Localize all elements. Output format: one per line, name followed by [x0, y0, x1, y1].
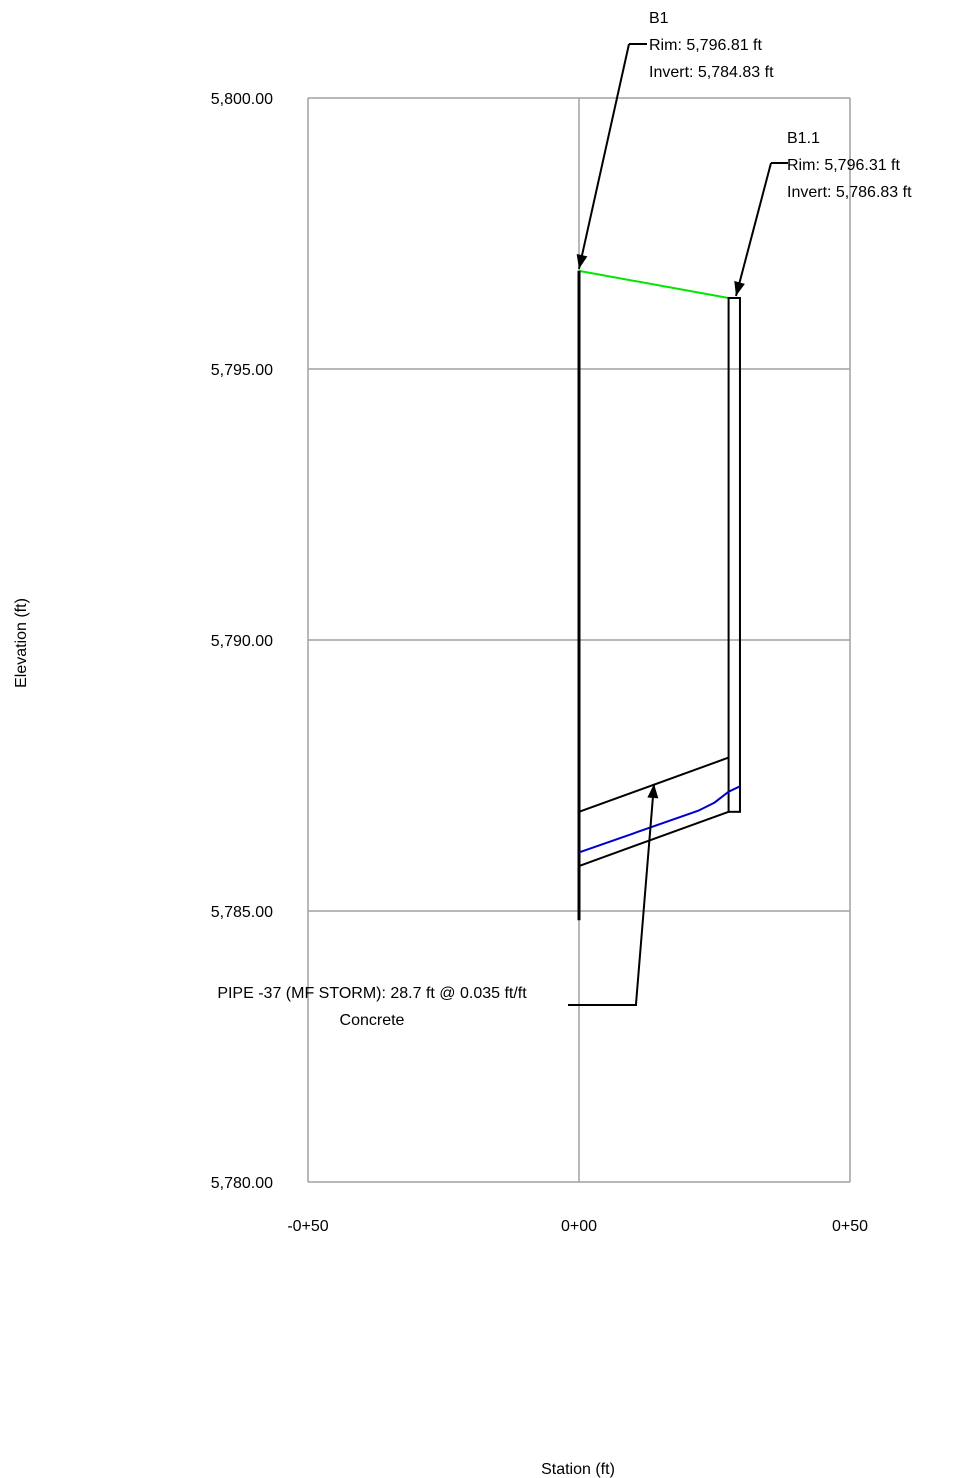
x-tick-label: 0+00 — [561, 1218, 597, 1235]
b1-label-line: Rim: 5,796.81 ft — [649, 37, 763, 54]
pipe-leader — [635, 783, 655, 1005]
hgl-line — [578, 785, 741, 854]
x-tick-labels: -0+50 0+00 0+50 — [287, 1218, 868, 1235]
pipe-label-line: Concrete — [340, 1012, 405, 1029]
y-tick-label: 5,790.00 — [211, 633, 273, 650]
x-tick-label: 0+50 — [832, 1218, 868, 1235]
b1-label-line: B1 — [649, 10, 669, 27]
y-tick-label: 5,785.00 — [211, 904, 273, 921]
b1-arrowhead — [576, 254, 588, 269]
b1-1-label-line: B1.1 — [787, 130, 820, 147]
pipe-invert — [578, 810, 729, 867]
b1-leader — [578, 43, 630, 270]
pipe-label-line: PIPE -37 (MF STORM): 28.7 ft @ 0.035 ft/… — [217, 985, 527, 1002]
pipe-leader-tick — [568, 1004, 637, 1006]
b1-label-line: Invert: 5,784.83 ft — [649, 64, 774, 81]
x-axis-title: Station (ft) — [541, 1461, 615, 1478]
pipe — [578, 756, 741, 867]
b1-1-arrowhead — [734, 281, 745, 296]
y-tick-labels: 5,800.00 5,795.00 5,790.00 5,785.00 5,780.00 — [211, 91, 273, 1192]
annotations: B1 Rim: 5,796.81 ft Invert: 5,784.83 ft B1.… — [217, 10, 912, 1029]
pipe-arrowhead — [647, 784, 659, 799]
b1-1-leader — [735, 162, 772, 297]
y-axis-title: Elevation (ft) — [13, 598, 30, 688]
y-tick-label: 5,800.00 — [211, 91, 273, 108]
structure-b1-1 — [727, 296, 741, 813]
y-tick-label: 5,780.00 — [211, 1175, 273, 1192]
ground-line — [578, 269, 729, 299]
y-tick-label: 5,795.00 — [211, 362, 273, 379]
b1-1-label-line: Invert: 5,786.83 ft — [787, 184, 912, 201]
b1-1-label-line: Rim: 5,796.31 ft — [787, 157, 901, 174]
x-tick-label: -0+50 — [287, 1218, 328, 1235]
structures — [577, 269, 741, 921]
